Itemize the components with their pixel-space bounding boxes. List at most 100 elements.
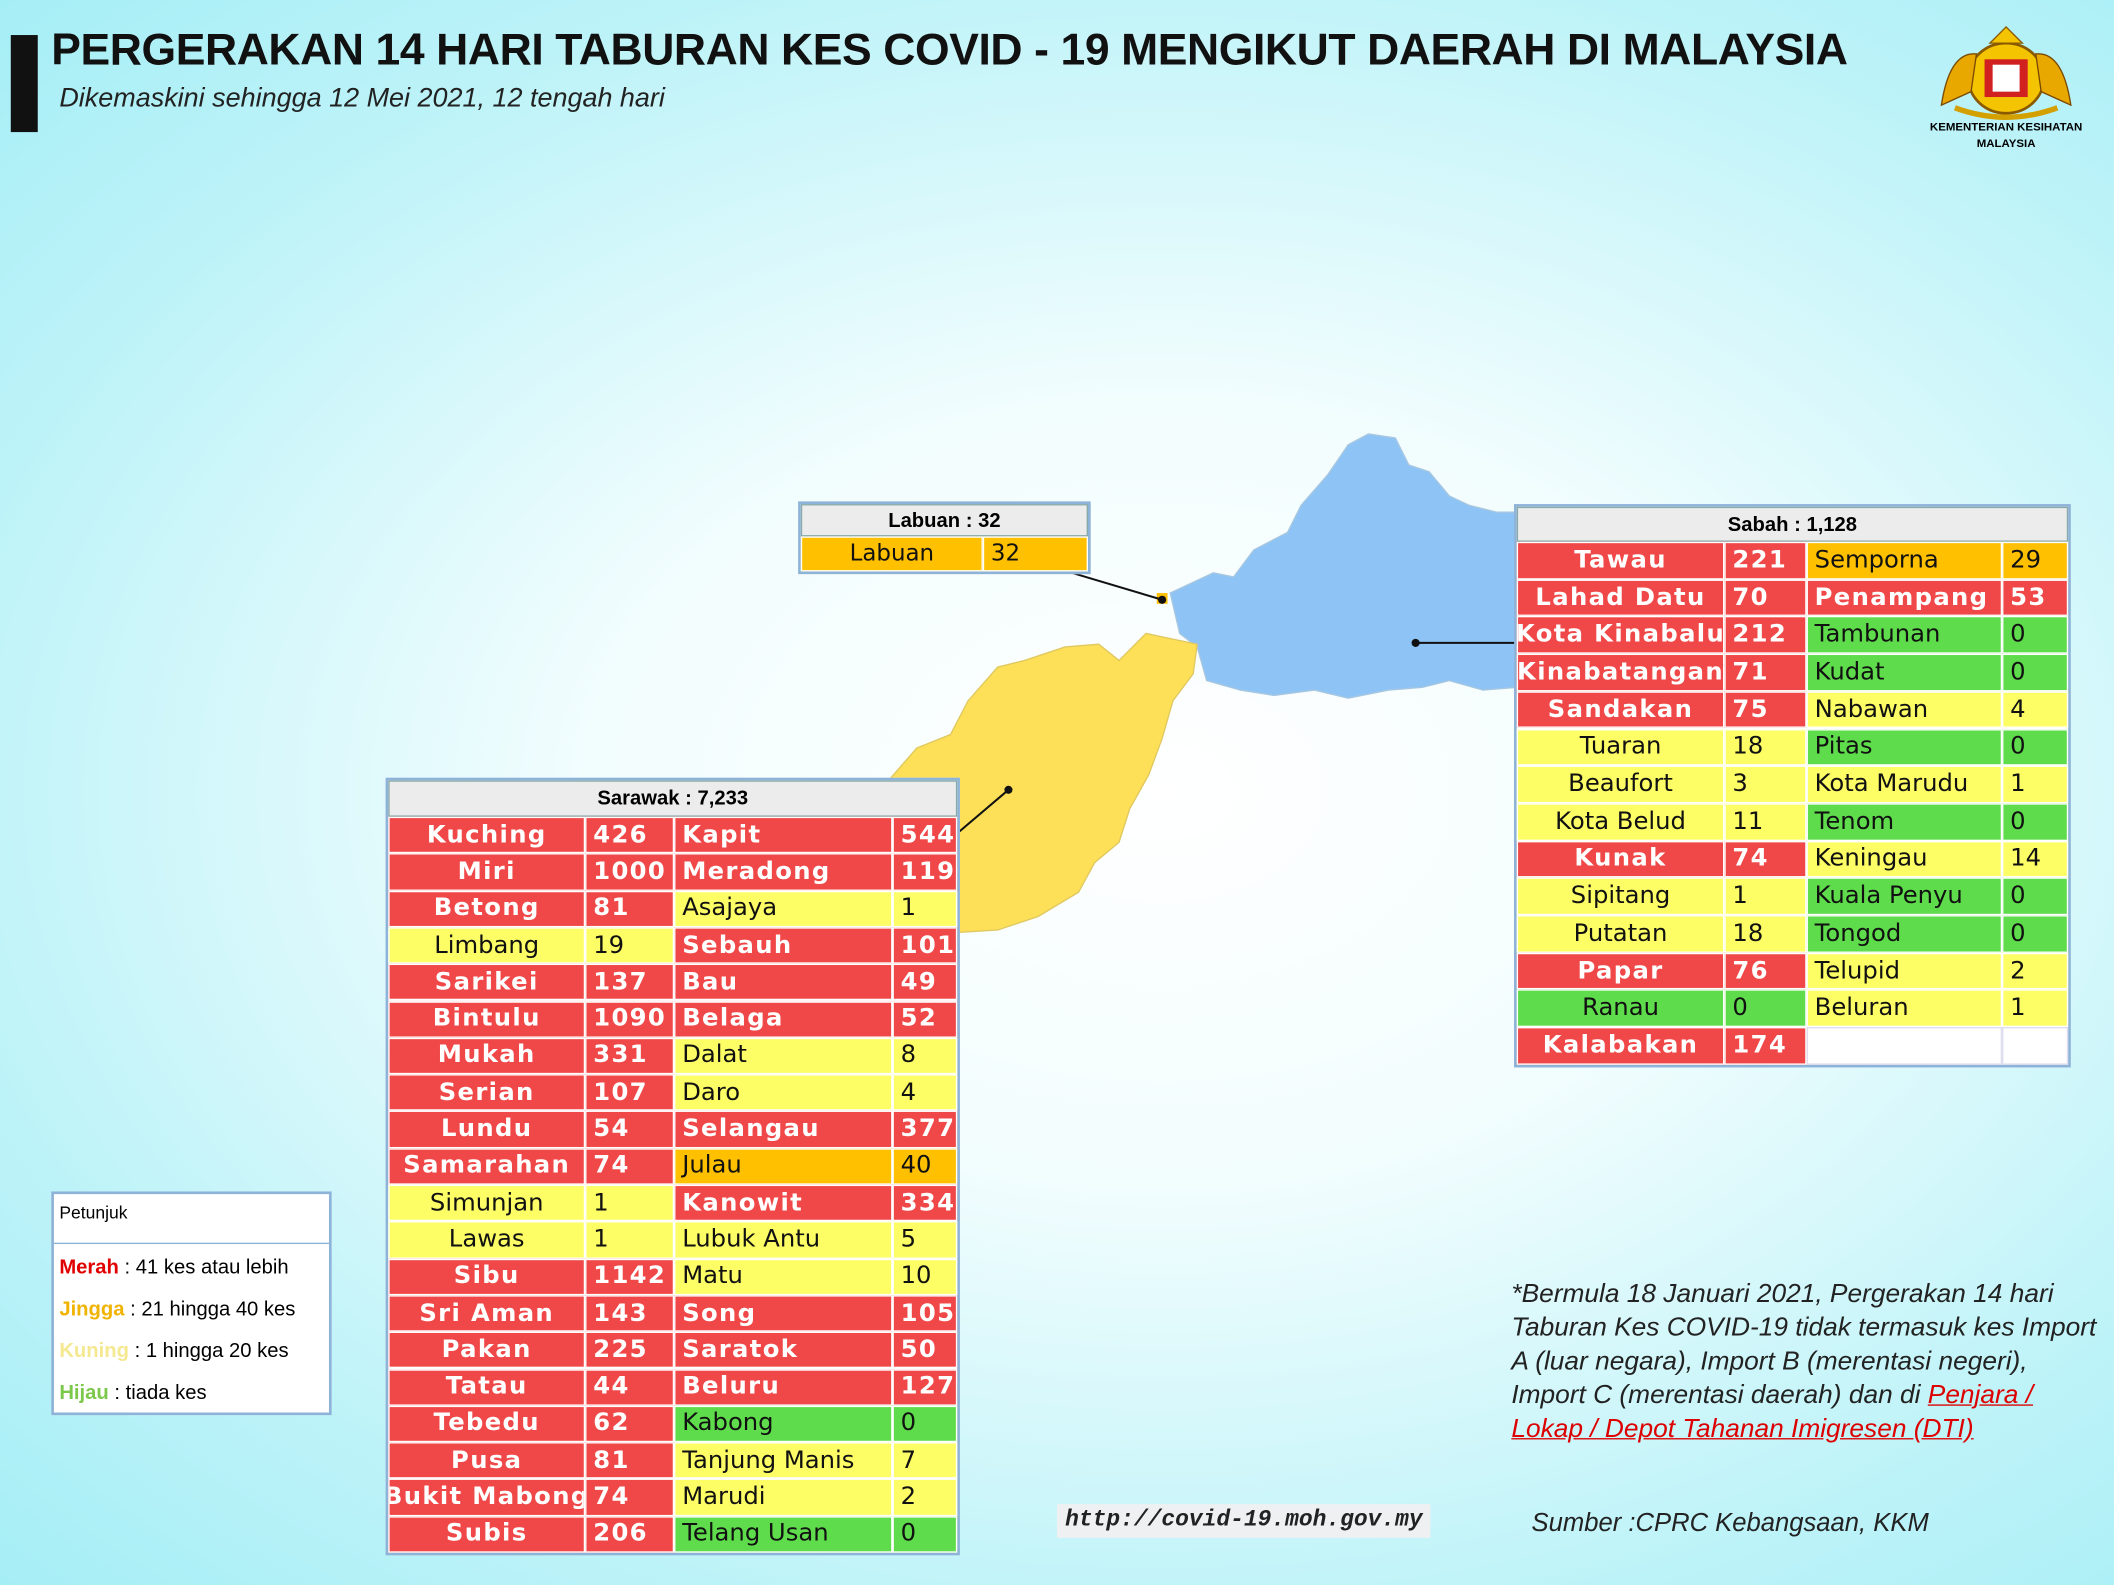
district-name: Tuaran xyxy=(1516,728,1725,766)
district-name: Marudi xyxy=(674,1479,893,1516)
district-name: Sri Aman xyxy=(388,1295,586,1332)
district-name: Beaufort xyxy=(1516,765,1725,804)
case-count: 70 xyxy=(1724,579,1807,617)
district-name: Kapit xyxy=(674,816,893,854)
case-count: 1 xyxy=(585,1221,675,1259)
district-name: Miri xyxy=(388,853,586,891)
district-name: Matu xyxy=(674,1258,893,1296)
title-bar xyxy=(10,35,38,133)
case-count: 221 xyxy=(1724,541,1807,580)
logo-caption: KEMENTERIAN KESIHATAN MALAYSIA xyxy=(1912,119,2101,151)
district-name: Simunjan xyxy=(388,1184,586,1222)
connector-dot xyxy=(1158,595,1167,604)
legend-title: Petunjuk xyxy=(59,1202,128,1223)
footnote-link[interactable]: Penjara / Lokap / Depot Tahanan Imigrese… xyxy=(1511,1380,2034,1444)
connector xyxy=(1071,571,1163,601)
district-name: Lubuk Antu xyxy=(674,1221,893,1259)
source: Sumber :CPRC Kebangsaan, KKM xyxy=(1531,1509,1929,1538)
sabah-map xyxy=(1169,433,1518,699)
case-count: 3 xyxy=(1724,765,1807,804)
legend-item: Hijau : tiada kes xyxy=(59,1381,206,1404)
district-name: Telang Usan xyxy=(674,1515,893,1553)
case-count: 426 xyxy=(585,816,675,854)
district-name: Kuala Penyu xyxy=(1806,877,2003,916)
case-count: 127 xyxy=(892,1368,958,1406)
case-count: 137 xyxy=(585,963,675,1001)
legend-item: Kuning : 1 hingga 20 kes xyxy=(59,1340,288,1363)
district-name: Daro xyxy=(674,1074,893,1112)
district-name: Beluran xyxy=(1806,989,2003,1028)
case-count: 0 xyxy=(892,1405,958,1443)
district-name: Saratok xyxy=(674,1331,893,1369)
district-name: Tebedu xyxy=(388,1405,586,1443)
district-name: Papar xyxy=(1516,952,1725,990)
case-count: 1000 xyxy=(585,853,675,891)
table-header: Sarawak : 7,233 xyxy=(388,780,958,817)
case-count: 11 xyxy=(1724,803,1807,841)
district-name: Subis xyxy=(388,1515,586,1553)
district-name: Song xyxy=(674,1295,893,1332)
case-count: 32 xyxy=(982,536,1088,572)
case-count: 81 xyxy=(585,1442,675,1480)
case-count: 334 xyxy=(892,1184,958,1222)
case-count: 5 xyxy=(892,1221,958,1259)
case-count: 74 xyxy=(585,1147,675,1185)
district-name: Selangau xyxy=(674,1111,893,1148)
legend-label: Kuning xyxy=(59,1339,129,1363)
case-count: 212 xyxy=(1724,616,1807,654)
legend-text: : 21 hingga 40 kes xyxy=(124,1297,296,1321)
district-name: Lawas xyxy=(388,1221,586,1259)
case-count: 1090 xyxy=(585,1000,675,1038)
district-name: Lundu xyxy=(388,1111,586,1148)
case-count: 8 xyxy=(892,1037,958,1075)
footnote-text: *Bermula 18 Januari 2021, Pergerakan 14 … xyxy=(1511,1279,2097,1410)
case-count: 10 xyxy=(892,1258,958,1296)
case-count: 62 xyxy=(585,1405,675,1443)
district-name: Putatan xyxy=(1516,915,1725,953)
district-name: Bukit Mabong xyxy=(388,1479,586,1516)
district-name: Julau xyxy=(674,1147,893,1185)
case-count: 75 xyxy=(1724,691,1807,729)
case-count: 1 xyxy=(585,1184,675,1222)
district-name: Sandakan xyxy=(1516,691,1725,729)
district-name: Kudat xyxy=(1806,653,2003,692)
website: http://covid-19.moh.gov.my xyxy=(1056,1504,1431,1538)
labuan-table: Labuan : 32 Labuan 32 xyxy=(798,501,1091,575)
case-count: 14 xyxy=(2002,840,2069,878)
legend-label: Jingga xyxy=(59,1297,125,1321)
case-count: 71 xyxy=(1724,653,1807,692)
case-count: 544 xyxy=(892,816,958,854)
case-count: 54 xyxy=(585,1111,675,1148)
case-count: 174 xyxy=(1724,1027,1807,1065)
case-count: 4 xyxy=(892,1074,958,1112)
district-name: Kunak xyxy=(1516,840,1725,878)
table-header: Labuan : 32 xyxy=(800,504,1088,537)
legend-text: : tiada kes xyxy=(108,1381,207,1405)
district-name: Keningau xyxy=(1806,840,2003,878)
case-count: 7 xyxy=(892,1442,958,1480)
district-name: Pitas xyxy=(1806,728,2003,766)
district-name: Betong xyxy=(388,890,586,928)
district-name: Labuan xyxy=(800,536,983,572)
district-name: Tawau xyxy=(1516,541,1725,580)
district-name: Kanowit xyxy=(674,1184,893,1222)
district-name: Sipitang xyxy=(1516,877,1725,916)
case-count: 1 xyxy=(2002,765,2069,804)
case-count: 0 xyxy=(2002,616,2069,654)
case-count: 1 xyxy=(1724,877,1807,916)
case-count: 2 xyxy=(2002,952,2069,990)
case-count: 0 xyxy=(1724,989,1807,1028)
case-count: 40 xyxy=(892,1147,958,1185)
district-name: Dalat xyxy=(674,1037,893,1075)
case-count: 0 xyxy=(2002,728,2069,766)
legend-item: Merah : 41 kes atau lebih xyxy=(59,1256,288,1279)
case-count: 44 xyxy=(585,1368,675,1406)
district-name: Asajaya xyxy=(674,890,893,928)
case-count: 0 xyxy=(2002,803,2069,841)
sarawak-table: Sarawak : 7,233 Kuching 426 Miri 1000 Betong 8… xyxy=(385,777,960,1556)
case-count: 2 xyxy=(892,1479,958,1516)
district-name: Serian xyxy=(388,1074,586,1112)
case-count: 377 xyxy=(892,1111,958,1148)
